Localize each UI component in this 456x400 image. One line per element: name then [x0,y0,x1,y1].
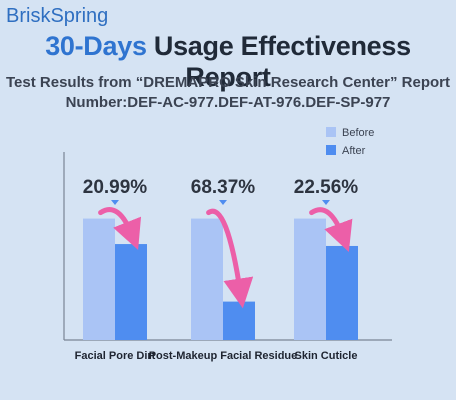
bar-after [115,244,147,340]
subtitle-line-1: Test Results from “DREMAPRO Skin Researc… [6,74,450,91]
reduction-label: 22.56% [294,177,359,198]
subtitle-line-2: Number:DEF-AC-977.DEF-AT-976.DEF-SP-977 [65,94,391,111]
legend-label-before: Before [342,127,374,139]
category-label: Facial Pore Dirt [75,350,156,362]
legend-swatch-after [326,145,336,155]
marker-triangle-icon [219,200,227,205]
page-title: 30-Days Usage Effectiveness Report [0,31,456,93]
brand-logo: BriskSpring [6,5,109,27]
category-label: Post-Makeup Facial Residue [149,350,298,362]
bar-after [223,301,255,340]
bar-before [191,218,223,340]
legend-label-after: After [342,145,366,157]
bar-before [294,218,326,340]
decrease-arrow-icon [206,208,254,309]
reduction-label: 20.99% [83,177,148,198]
category-label: Skin Cuticle [295,350,358,362]
reduction-label: 68.37% [191,177,256,198]
marker-triangle-icon [111,200,119,205]
title-rest: Usage Effectiveness Report [153,31,411,92]
report-subtitle: Test Results from “DREMAPRO Skin Researc… [0,73,456,113]
bar-after [326,245,358,340]
bar-before [83,218,115,340]
legend-swatch-before [326,127,336,137]
title-highlight: 30-Days [45,31,147,61]
decrease-arrow-icon [98,207,142,251]
decrease-arrow-icon [309,207,353,253]
marker-triangle-icon [322,200,330,205]
